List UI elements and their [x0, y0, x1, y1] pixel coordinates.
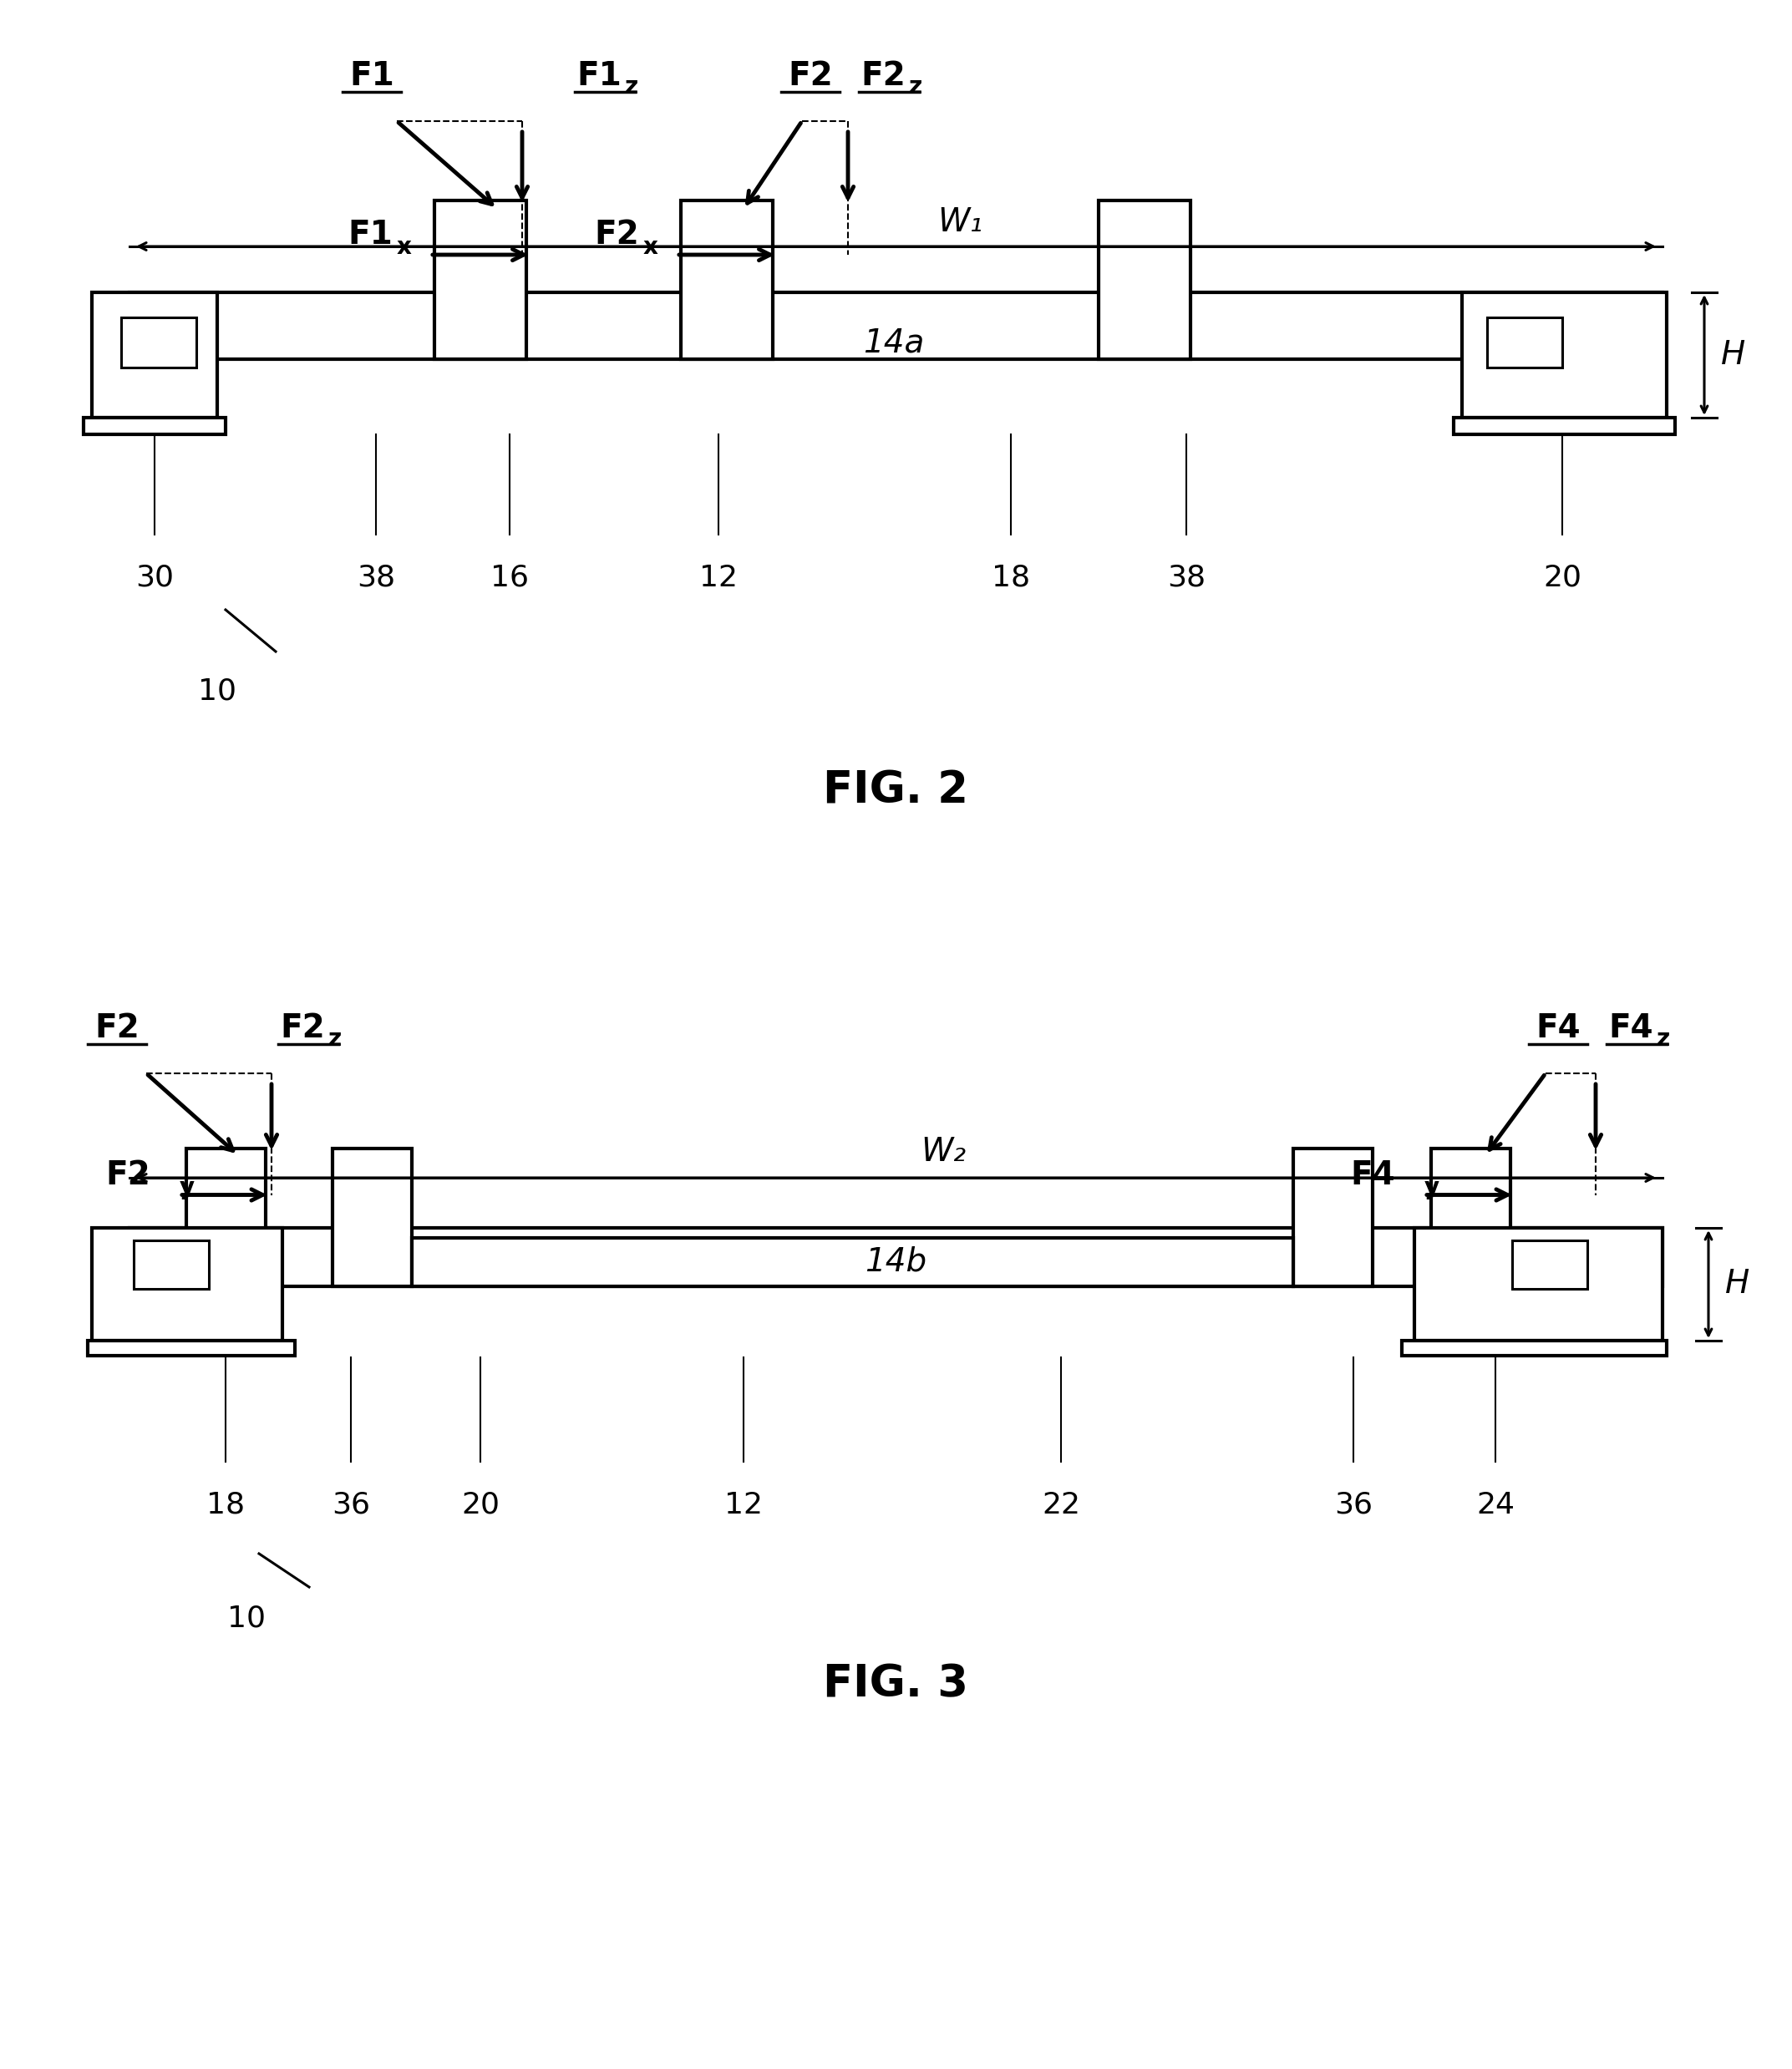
- Text: 18: 18: [991, 565, 1030, 592]
- Text: y: y: [1425, 1175, 1439, 1200]
- Bar: [1292, 1148, 1373, 1287]
- Text: F1: F1: [349, 60, 394, 91]
- Text: 10: 10: [228, 1603, 265, 1632]
- Text: F2: F2: [788, 60, 833, 91]
- Text: z: z: [625, 74, 638, 99]
- Bar: [332, 1148, 412, 1287]
- Text: F2: F2: [95, 1012, 140, 1045]
- Text: 14a: 14a: [864, 327, 925, 358]
- Bar: [1414, 1227, 1663, 1341]
- Bar: [1512, 1241, 1588, 1289]
- Bar: [1453, 418, 1676, 434]
- Bar: [129, 292, 1663, 360]
- Text: W₁: W₁: [937, 207, 984, 238]
- Bar: [122, 317, 197, 368]
- Text: 18: 18: [206, 1492, 246, 1519]
- Text: 10: 10: [197, 677, 237, 706]
- Text: F1: F1: [348, 219, 392, 250]
- Text: F2: F2: [860, 60, 905, 91]
- Bar: [91, 292, 217, 418]
- Bar: [412, 1237, 1292, 1287]
- Text: F2: F2: [280, 1012, 324, 1045]
- Text: F4: F4: [1536, 1012, 1581, 1045]
- Bar: [1487, 317, 1563, 368]
- Text: F4: F4: [1351, 1159, 1396, 1190]
- Text: F1: F1: [577, 60, 622, 91]
- Bar: [1462, 292, 1667, 418]
- Text: z: z: [909, 74, 923, 99]
- Bar: [681, 201, 772, 360]
- Text: 24: 24: [1477, 1492, 1514, 1519]
- Text: H: H: [1726, 1268, 1749, 1299]
- Text: F4: F4: [1607, 1012, 1652, 1045]
- Text: z: z: [328, 1028, 342, 1051]
- Bar: [129, 1227, 1663, 1287]
- Text: 30: 30: [136, 565, 174, 592]
- Text: 38: 38: [1167, 565, 1206, 592]
- Bar: [434, 201, 527, 360]
- Text: 20: 20: [461, 1492, 500, 1519]
- Text: 14b: 14b: [864, 1246, 926, 1277]
- Text: 12: 12: [699, 565, 738, 592]
- Text: W₂: W₂: [921, 1136, 966, 1167]
- Bar: [88, 1341, 294, 1355]
- Text: 38: 38: [357, 565, 396, 592]
- Bar: [186, 1148, 265, 1287]
- Text: 12: 12: [724, 1492, 763, 1519]
- Bar: [91, 1227, 281, 1341]
- Bar: [84, 418, 226, 434]
- Text: F2: F2: [106, 1159, 151, 1190]
- Text: F2: F2: [595, 219, 640, 250]
- Text: y: y: [179, 1175, 195, 1200]
- Bar: [1430, 1148, 1511, 1287]
- Text: 20: 20: [1543, 565, 1582, 592]
- Text: FIG. 3: FIG. 3: [823, 1661, 968, 1705]
- Bar: [134, 1241, 210, 1289]
- Text: x: x: [396, 236, 412, 259]
- Text: 22: 22: [1041, 1492, 1081, 1519]
- Text: z: z: [1656, 1028, 1670, 1051]
- Bar: [1401, 1341, 1667, 1355]
- Text: 16: 16: [491, 565, 529, 592]
- Text: H: H: [1720, 339, 1745, 370]
- Bar: [1098, 201, 1190, 360]
- Text: x: x: [643, 236, 658, 259]
- Text: 36: 36: [332, 1492, 371, 1519]
- Text: FIG. 2: FIG. 2: [823, 768, 968, 811]
- Text: 36: 36: [1335, 1492, 1373, 1519]
